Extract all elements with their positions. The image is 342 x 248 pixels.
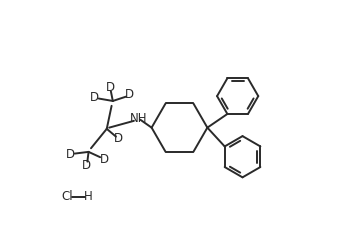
Text: D: D [66, 148, 75, 161]
Text: D: D [106, 81, 115, 94]
Text: NH: NH [130, 112, 147, 125]
Text: D: D [114, 132, 123, 145]
Text: D: D [82, 159, 91, 172]
Text: D: D [125, 88, 134, 101]
Text: D: D [90, 91, 99, 104]
Text: D: D [100, 153, 109, 166]
Text: Cl: Cl [61, 190, 73, 203]
Text: H: H [84, 190, 93, 203]
